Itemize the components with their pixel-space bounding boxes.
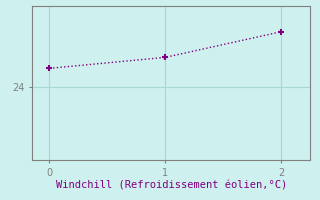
X-axis label: Windchill (Refroidissement éolien,°C): Windchill (Refroidissement éolien,°C)	[56, 180, 287, 190]
